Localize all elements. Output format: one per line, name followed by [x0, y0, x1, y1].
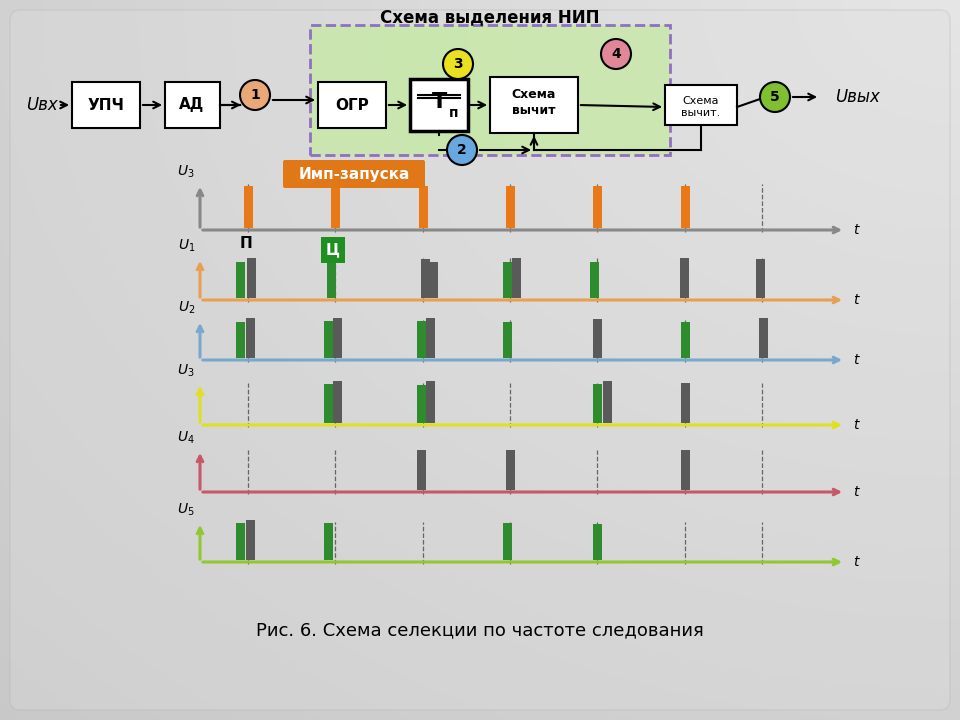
- Text: 4: 4: [612, 47, 621, 61]
- Bar: [425, 381, 435, 423]
- Text: $t$: $t$: [853, 353, 861, 367]
- Circle shape: [240, 80, 270, 110]
- Bar: [425, 318, 435, 358]
- FancyBboxPatch shape: [321, 237, 345, 263]
- Bar: [428, 262, 438, 298]
- Bar: [235, 262, 245, 298]
- Text: П: П: [240, 236, 252, 251]
- Bar: [330, 186, 340, 228]
- Text: Т: Т: [431, 92, 446, 112]
- Bar: [420, 259, 429, 298]
- Bar: [592, 384, 602, 423]
- Text: 1: 1: [251, 88, 260, 102]
- Bar: [318, 82, 386, 128]
- Text: $U_3$: $U_3$: [178, 363, 195, 379]
- Bar: [506, 186, 515, 228]
- Circle shape: [601, 39, 631, 69]
- Text: Схема выделения НИП: Схема выделения НИП: [380, 8, 600, 26]
- Bar: [603, 381, 612, 423]
- Bar: [506, 450, 515, 490]
- Text: Uвх: Uвх: [26, 96, 58, 114]
- Bar: [417, 321, 425, 358]
- Bar: [419, 186, 427, 228]
- Text: ОГР: ОГР: [335, 97, 369, 112]
- FancyBboxPatch shape: [283, 160, 425, 188]
- Text: $t$: $t$: [853, 485, 861, 499]
- Bar: [665, 85, 737, 125]
- Bar: [502, 262, 512, 298]
- Text: Ц: Ц: [326, 243, 340, 258]
- Bar: [681, 450, 689, 490]
- Bar: [502, 322, 512, 358]
- Text: УПЧ: УПЧ: [87, 97, 125, 112]
- Bar: [681, 383, 689, 423]
- Bar: [681, 186, 689, 228]
- Bar: [324, 321, 332, 358]
- Bar: [332, 381, 342, 423]
- Bar: [680, 258, 688, 298]
- Bar: [165, 82, 220, 128]
- Text: $t$: $t$: [853, 418, 861, 432]
- Text: Имп-запуска: Имп-запуска: [299, 166, 410, 181]
- Text: $U_3$: $U_3$: [178, 163, 195, 180]
- Bar: [417, 385, 425, 423]
- Bar: [758, 318, 767, 358]
- Bar: [244, 186, 252, 228]
- Bar: [592, 524, 602, 560]
- Bar: [310, 25, 670, 155]
- Bar: [326, 256, 335, 298]
- Circle shape: [443, 49, 473, 79]
- Bar: [502, 523, 512, 560]
- Bar: [681, 322, 689, 358]
- Text: $t$: $t$: [853, 293, 861, 307]
- Bar: [417, 450, 425, 490]
- Bar: [324, 523, 332, 560]
- Bar: [324, 384, 332, 423]
- FancyBboxPatch shape: [10, 10, 950, 710]
- Bar: [512, 258, 520, 298]
- Bar: [592, 319, 602, 358]
- Text: 5: 5: [770, 90, 780, 104]
- Bar: [247, 258, 255, 298]
- Text: $U_1$: $U_1$: [178, 238, 195, 254]
- Bar: [332, 318, 342, 358]
- Text: 3: 3: [453, 57, 463, 71]
- Bar: [592, 186, 602, 228]
- Bar: [235, 523, 245, 560]
- Text: Рис. 6. Схема селекции по частоте следования: Рис. 6. Схема селекции по частоте следов…: [256, 621, 704, 639]
- Text: Uвых: Uвых: [835, 88, 880, 106]
- Text: $t$: $t$: [853, 223, 861, 237]
- Text: $U_4$: $U_4$: [178, 430, 195, 446]
- Text: $U_2$: $U_2$: [178, 300, 195, 316]
- Text: $t$: $t$: [853, 555, 861, 569]
- Text: п: п: [449, 106, 459, 120]
- Circle shape: [760, 82, 790, 112]
- Text: Схема
вычит.: Схема вычит.: [682, 96, 721, 118]
- Bar: [246, 318, 254, 358]
- Bar: [410, 79, 468, 131]
- Circle shape: [447, 135, 477, 165]
- Bar: [235, 322, 245, 358]
- Text: АД: АД: [180, 97, 204, 112]
- Bar: [246, 520, 254, 560]
- Text: $U_5$: $U_5$: [178, 502, 195, 518]
- Bar: [72, 82, 140, 128]
- Text: 2: 2: [457, 143, 467, 157]
- Bar: [490, 77, 578, 133]
- Bar: [756, 259, 764, 298]
- Text: Схема
вычит: Схема вычит: [512, 89, 556, 117]
- Bar: [589, 262, 598, 298]
